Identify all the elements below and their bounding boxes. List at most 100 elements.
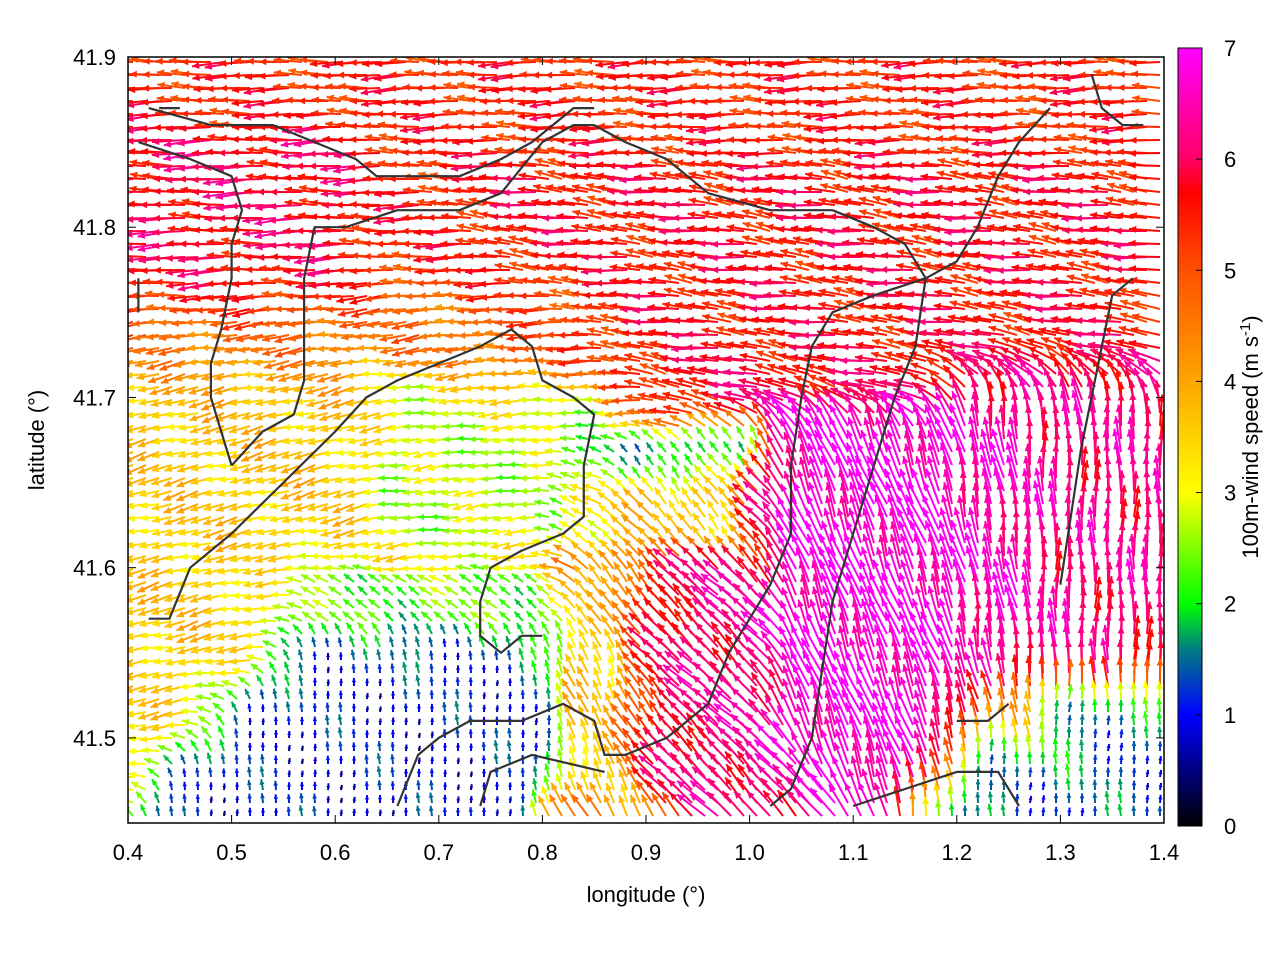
wind-arrow [151, 151, 186, 159]
wind-arrow [1078, 122, 1109, 130]
wind-arrow [753, 122, 784, 130]
y-tick-label: 41.7 [73, 385, 116, 410]
wind-arrow [1129, 136, 1161, 144]
wind-arrow [505, 59, 537, 67]
wind-arrow [191, 61, 225, 69]
wind-arrow [443, 81, 472, 89]
wind-arrow [231, 99, 264, 107]
x-tick-label: 0.5 [216, 840, 247, 865]
wind-arrow [1089, 112, 1122, 120]
wind-arrow [1129, 59, 1161, 67]
wind-arrow [231, 135, 264, 143]
wind-arrow [442, 108, 472, 116]
wind-arrow [595, 61, 628, 69]
wind-arrow [296, 112, 329, 120]
wind-arrow [128, 58, 147, 63]
colorbar-tick-label: 0 [1224, 814, 1236, 839]
wind-arrow [326, 94, 355, 102]
wind-arrows [128, 57, 1164, 817]
x-tick-label: 0.6 [320, 840, 351, 865]
wind-arrow [899, 119, 927, 128]
y-tick-label: 41.8 [73, 215, 116, 240]
wind-arrow [883, 109, 914, 117]
wind-arrow [428, 84, 459, 92]
wind-arrow [803, 125, 836, 133]
wind-arrow [947, 72, 979, 80]
wind-arrow [1116, 98, 1148, 106]
wind-arrow [177, 139, 212, 147]
wind-arrow [920, 85, 953, 93]
wind-arrow [1078, 71, 1109, 79]
wind-arrow [935, 135, 966, 143]
wind-arrow [443, 94, 472, 102]
wind-arrow [520, 57, 550, 64]
wind-arrow [611, 95, 641, 103]
wind-arrow [465, 137, 498, 145]
wind-arrow [427, 97, 459, 105]
wind-arrow [636, 135, 667, 143]
wind-arrow [1078, 57, 1109, 65]
colorbar-tick-label: 5 [1224, 258, 1236, 283]
wind-arrow [389, 71, 420, 79]
wind-arrow [907, 60, 940, 68]
wind-arrow [595, 72, 628, 80]
wind-arrow [845, 69, 875, 77]
wind-arrow [830, 84, 862, 92]
wind-arrow [467, 83, 498, 91]
wind-arrow [612, 107, 641, 115]
wind-arrow [311, 109, 342, 117]
wind-arrow [767, 134, 797, 141]
wind-arrow [881, 74, 914, 81]
wind-arrow [829, 99, 862, 106]
wind-arrow [1015, 120, 1044, 128]
wind-arrow [753, 84, 784, 92]
wind-arrow [273, 69, 303, 77]
x-tick-label: 1.1 [838, 840, 869, 865]
wind-arrow [1093, 68, 1122, 76]
wind-arrow [1131, 108, 1161, 116]
wind-arrow [961, 97, 992, 105]
wind-arrow [675, 84, 706, 92]
wind-arrow [557, 137, 589, 145]
wind-arrow [763, 87, 797, 95]
wind-arrow [714, 97, 745, 105]
wind-arrow [988, 57, 1018, 64]
wind-arrow [674, 123, 706, 131]
wind-arrow [309, 123, 342, 131]
wind-arrow [881, 61, 914, 69]
wind-arrow [221, 108, 251, 116]
wind-arrow [791, 72, 823, 80]
wind-arrow [140, 98, 173, 106]
wind-arrow [507, 121, 537, 129]
wind-arrow [142, 71, 173, 78]
wind-arrow [364, 146, 394, 154]
wind-arrow [676, 57, 706, 65]
wind-arrow [128, 151, 147, 154]
wind-arrow [1049, 74, 1083, 82]
wind-arrow [597, 109, 628, 117]
wind-arrow [219, 59, 251, 67]
wind-arrow [349, 136, 381, 144]
wind-arrow [1131, 82, 1161, 90]
wind-arrow [388, 110, 420, 118]
wind-arrow [1049, 87, 1083, 96]
wind-arrow [374, 60, 407, 68]
wind-arrow [585, 69, 615, 77]
wind-arrow [998, 59, 1031, 67]
wind-arrow [921, 111, 953, 119]
wind-arrow [674, 111, 706, 119]
wind-arrow [349, 85, 381, 93]
wind-arrow [752, 59, 784, 67]
wind-arrow [464, 151, 498, 159]
wind-arrow [182, 83, 212, 91]
wind-arrow [793, 121, 823, 129]
x-tick-label: 0.7 [424, 840, 455, 865]
wind-arrow [269, 136, 303, 144]
wind-arrow [623, 83, 654, 91]
y-tick-label: 41.6 [73, 556, 116, 581]
wind-arrow [753, 96, 784, 104]
colorbar [1177, 47, 1203, 827]
wind-arrow [155, 57, 186, 65]
x-tick-label: 0.9 [631, 840, 662, 865]
